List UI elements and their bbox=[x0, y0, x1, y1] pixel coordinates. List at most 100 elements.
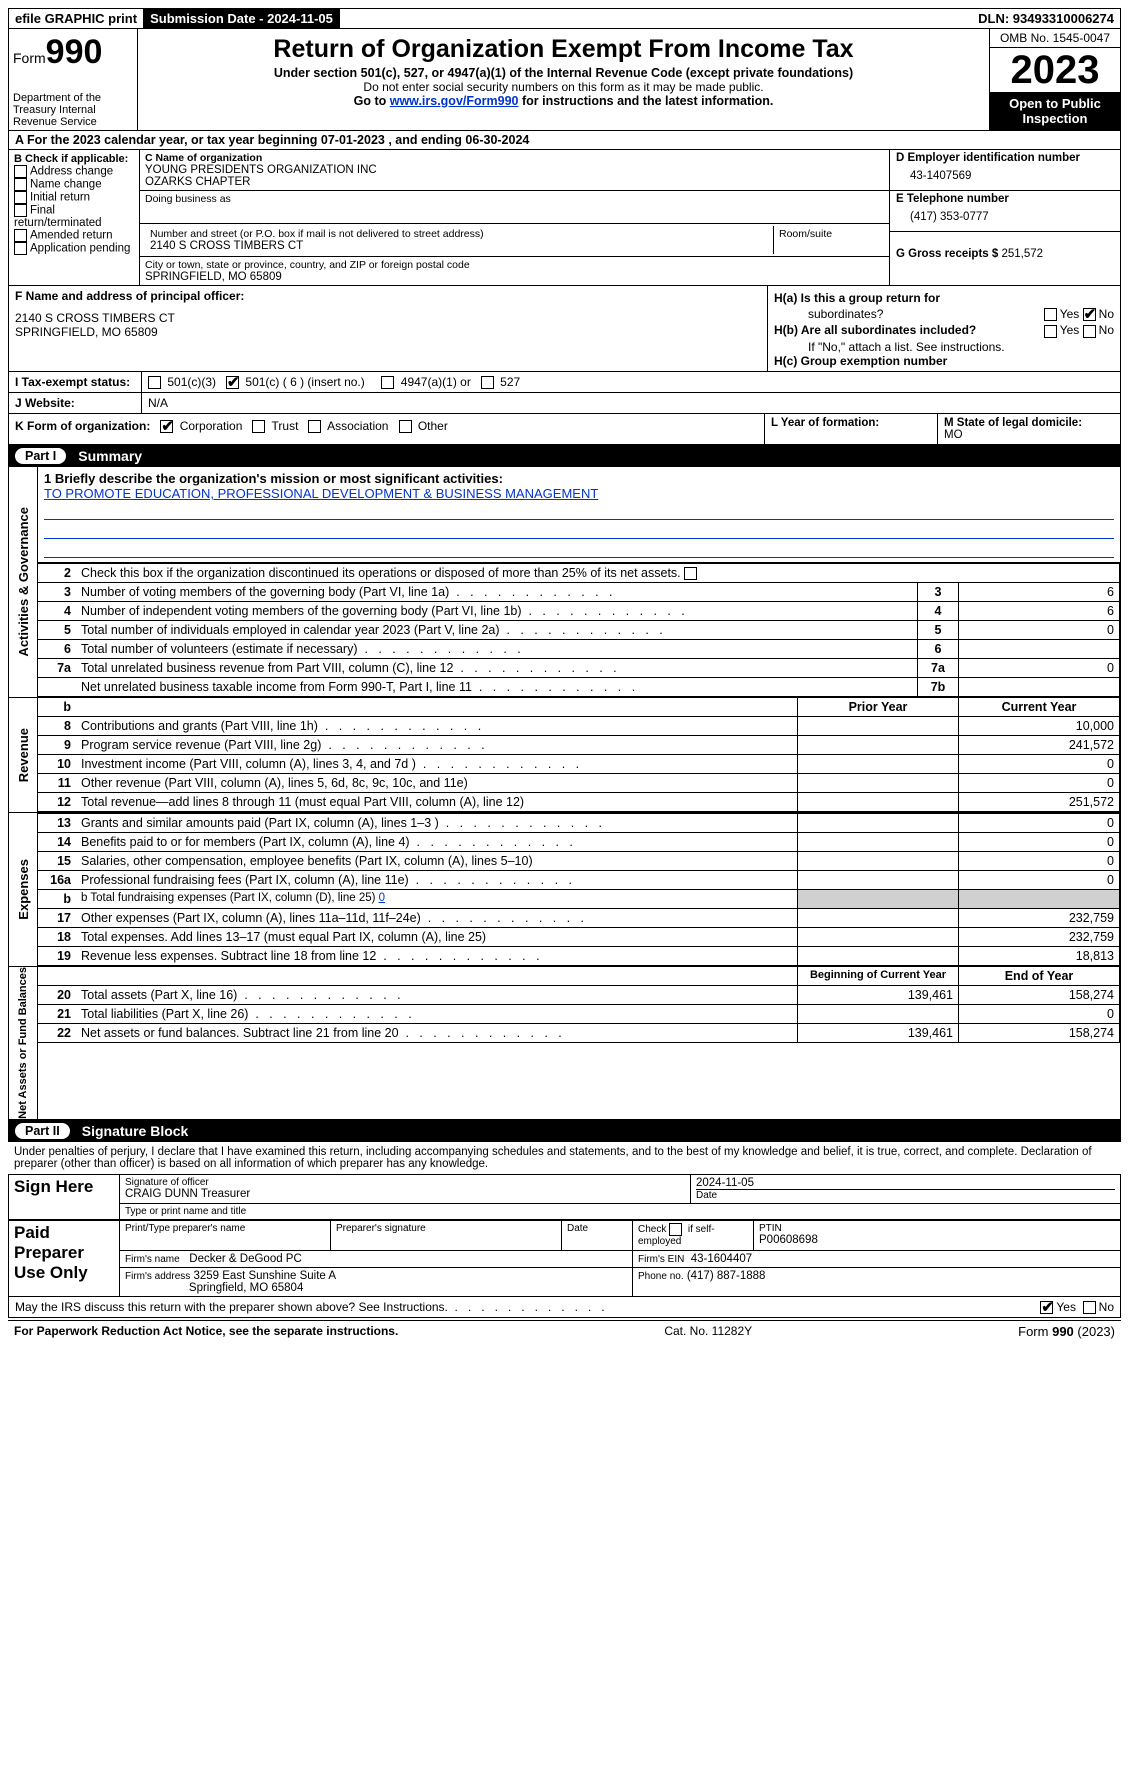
dept-label: Department of the Treasury Internal Reve… bbox=[13, 92, 137, 128]
sign-here-table: Sign Here Signature of officerCRAIG DUNN… bbox=[8, 1174, 1121, 1220]
fundraising-link[interactable]: 0 bbox=[379, 892, 385, 904]
governance-section: Activities & Governance 1 Briefly descri… bbox=[8, 467, 1121, 698]
form-title: Return of Organization Exempt From Incom… bbox=[144, 35, 983, 64]
netassets-section: Net Assets or Fund Balances Beginning of… bbox=[8, 967, 1121, 1120]
top-bar: efile GRAPHIC print Submission Date - 20… bbox=[8, 8, 1121, 29]
subtitle-2: Do not enter social security numbers on … bbox=[144, 80, 983, 94]
signature-intro: Under penalties of perjury, I declare th… bbox=[8, 1142, 1121, 1174]
rev-row-11: 11Other revenue (Part VIII, column (A), … bbox=[38, 773, 1120, 792]
vtab-revenue: Revenue bbox=[16, 728, 31, 782]
exp-row-18: 18Total expenses. Add lines 13–17 (must … bbox=[38, 927, 1120, 946]
chk-amended[interactable] bbox=[14, 229, 27, 242]
chk-name-change[interactable] bbox=[14, 178, 27, 191]
chk-initial-return[interactable] bbox=[14, 191, 27, 204]
chk-hb-no[interactable] bbox=[1083, 325, 1096, 338]
chk-ha-no[interactable] bbox=[1083, 308, 1096, 321]
discuss-row: May the IRS discuss this return with the… bbox=[8, 1297, 1121, 1318]
vtab-expenses: Expenses bbox=[16, 859, 31, 920]
goto-line: Go to www.irs.gov/Form990 for instructio… bbox=[144, 94, 983, 108]
ein-value: 43-1407569 bbox=[896, 164, 1114, 188]
firm-name: Decker & DeGood PC bbox=[189, 1253, 302, 1265]
firm-phone: (417) 887-1888 bbox=[687, 1270, 766, 1282]
chk-final-return[interactable] bbox=[14, 204, 27, 217]
section-fh: F Name and address of principal officer:… bbox=[8, 285, 1121, 371]
box-d: D Employer identification number 43-1407… bbox=[890, 150, 1120, 285]
chk-501c[interactable] bbox=[226, 376, 239, 389]
row-j: J Website: N/A bbox=[8, 392, 1121, 413]
gov-row-3: 3Number of voting members of the governi… bbox=[38, 582, 1120, 601]
expenses-section: Expenses 13Grants and similar amounts pa… bbox=[8, 813, 1121, 967]
chk-other[interactable] bbox=[399, 420, 412, 433]
form-ref: Form 990 (2023) bbox=[1018, 1324, 1115, 1339]
vtab-netassets: Net Assets or Fund Balances bbox=[17, 967, 29, 1119]
row-i: I Tax-exempt status: 501(c)(3) 501(c) ( … bbox=[8, 371, 1121, 392]
sign-here-label: Sign Here bbox=[9, 1174, 120, 1219]
exp-row-17: 17Other expenses (Part IX, column (A), l… bbox=[38, 908, 1120, 927]
tax-year: 2023 bbox=[990, 48, 1120, 92]
chk-corp[interactable] bbox=[160, 420, 173, 433]
chk-ha-yes[interactable] bbox=[1044, 308, 1057, 321]
gross-receipts: 251,572 bbox=[1001, 248, 1043, 260]
org-name-2: OZARKS CHAPTER bbox=[145, 176, 884, 188]
form-header: Form990 Department of the Treasury Inter… bbox=[8, 29, 1121, 131]
box-c: C Name of organization YOUNG PRESIDENTS … bbox=[140, 150, 890, 285]
exp-row-15: 15Salaries, other compensation, employee… bbox=[38, 851, 1120, 870]
sig-date: 2024-11-05 bbox=[696, 1177, 1115, 1190]
vtab-governance: Activities & Governance bbox=[16, 507, 31, 657]
open-public-badge: Open to Public Inspection bbox=[990, 92, 1120, 130]
officer-addr-2: SPRINGFIELD, MO 65809 bbox=[15, 325, 761, 339]
exp-row-16b: bb Total fundraising expenses (Part IX, … bbox=[38, 889, 1120, 908]
mission-text[interactable]: TO PROMOTE EDUCATION, PROFESSIONAL DEVEL… bbox=[44, 486, 598, 501]
chk-app-pending[interactable] bbox=[14, 242, 27, 255]
efile-label: efile GRAPHIC print bbox=[9, 9, 144, 28]
exp-row-14: 14Benefits paid to or for members (Part … bbox=[38, 832, 1120, 851]
subtitle-1: Under section 501(c), 527, or 4947(a)(1)… bbox=[144, 66, 983, 80]
chk-trust[interactable] bbox=[252, 420, 265, 433]
state-domicile: MO bbox=[944, 429, 963, 441]
firm-addr-2: Springfield, MO 65804 bbox=[189, 1282, 303, 1294]
chk-527[interactable] bbox=[481, 376, 494, 389]
exp-row-13: 13Grants and similar amounts paid (Part … bbox=[38, 813, 1120, 832]
chk-discontinued[interactable] bbox=[684, 567, 697, 580]
revenue-section: Revenue bPrior YearCurrent Year 8Contrib… bbox=[8, 698, 1121, 813]
cat-no: Cat. No. 11282Y bbox=[664, 1324, 752, 1339]
submission-date: Submission Date - 2024-11-05 bbox=[144, 9, 340, 28]
gov-row-5: 5Total number of individuals employed in… bbox=[38, 620, 1120, 639]
officer-name: CRAIG DUNN Treasurer bbox=[125, 1188, 685, 1200]
irs-link[interactable]: www.irs.gov/Form990 bbox=[390, 94, 519, 108]
chk-4947[interactable] bbox=[381, 376, 394, 389]
omb-number: OMB No. 1545-0047 bbox=[990, 29, 1120, 48]
part1-header: Part I Summary bbox=[8, 445, 1121, 467]
chk-discuss-no[interactable] bbox=[1083, 1301, 1096, 1314]
form-number: Form990 bbox=[13, 33, 133, 72]
net-row-20: 20Total assets (Part X, line 16)139,4611… bbox=[38, 985, 1120, 1004]
paid-preparer-table: Paid Preparer Use Only Print/Type prepar… bbox=[8, 1220, 1121, 1297]
rev-row-8: 8Contributions and grants (Part VIII, li… bbox=[38, 716, 1120, 735]
street-address: 2140 S CROSS TIMBERS CT bbox=[150, 240, 768, 252]
rev-row-9: 9Program service revenue (Part VIII, lin… bbox=[38, 735, 1120, 754]
officer-addr-1: 2140 S CROSS TIMBERS CT bbox=[15, 311, 761, 325]
chk-self-employed[interactable] bbox=[669, 1223, 682, 1236]
city-state-zip: SPRINGFIELD, MO 65809 bbox=[145, 271, 884, 283]
org-name-1: YOUNG PRESIDENTS ORGANIZATION INC bbox=[145, 164, 884, 176]
box-b: B Check if applicable: Address change Na… bbox=[9, 150, 140, 285]
website-value: N/A bbox=[142, 393, 1120, 413]
tax-year-row: A For the 2023 calendar year, or tax yea… bbox=[8, 131, 1121, 150]
chk-hb-yes[interactable] bbox=[1044, 325, 1057, 338]
exp-row-19: 19Revenue less expenses. Subtract line 1… bbox=[38, 946, 1120, 965]
section-bcd: B Check if applicable: Address change Na… bbox=[8, 150, 1121, 285]
page-footer: For Paperwork Reduction Act Notice, see … bbox=[8, 1320, 1121, 1342]
chk-discuss-yes[interactable] bbox=[1040, 1301, 1053, 1314]
box-h: H(a) Is this a group return for subordin… bbox=[768, 286, 1120, 371]
dln: DLN: 93493310006274 bbox=[972, 9, 1120, 28]
net-row-22: 22Net assets or fund balances. Subtract … bbox=[38, 1023, 1120, 1042]
chk-address-change[interactable] bbox=[14, 165, 27, 178]
chk-501c3[interactable] bbox=[148, 376, 161, 389]
exp-row-16a: 16aProfessional fundraising fees (Part I… bbox=[38, 870, 1120, 889]
paid-preparer-label: Paid Preparer Use Only bbox=[9, 1220, 120, 1296]
firm-addr-1: 3259 East Sunshine Suite A bbox=[193, 1270, 336, 1282]
gov-row-6: 6Total number of volunteers (estimate if… bbox=[38, 639, 1120, 658]
part2-header: Part II Signature Block bbox=[8, 1120, 1121, 1142]
chk-assoc[interactable] bbox=[308, 420, 321, 433]
rev-row-10: 10Investment income (Part VIII, column (… bbox=[38, 754, 1120, 773]
